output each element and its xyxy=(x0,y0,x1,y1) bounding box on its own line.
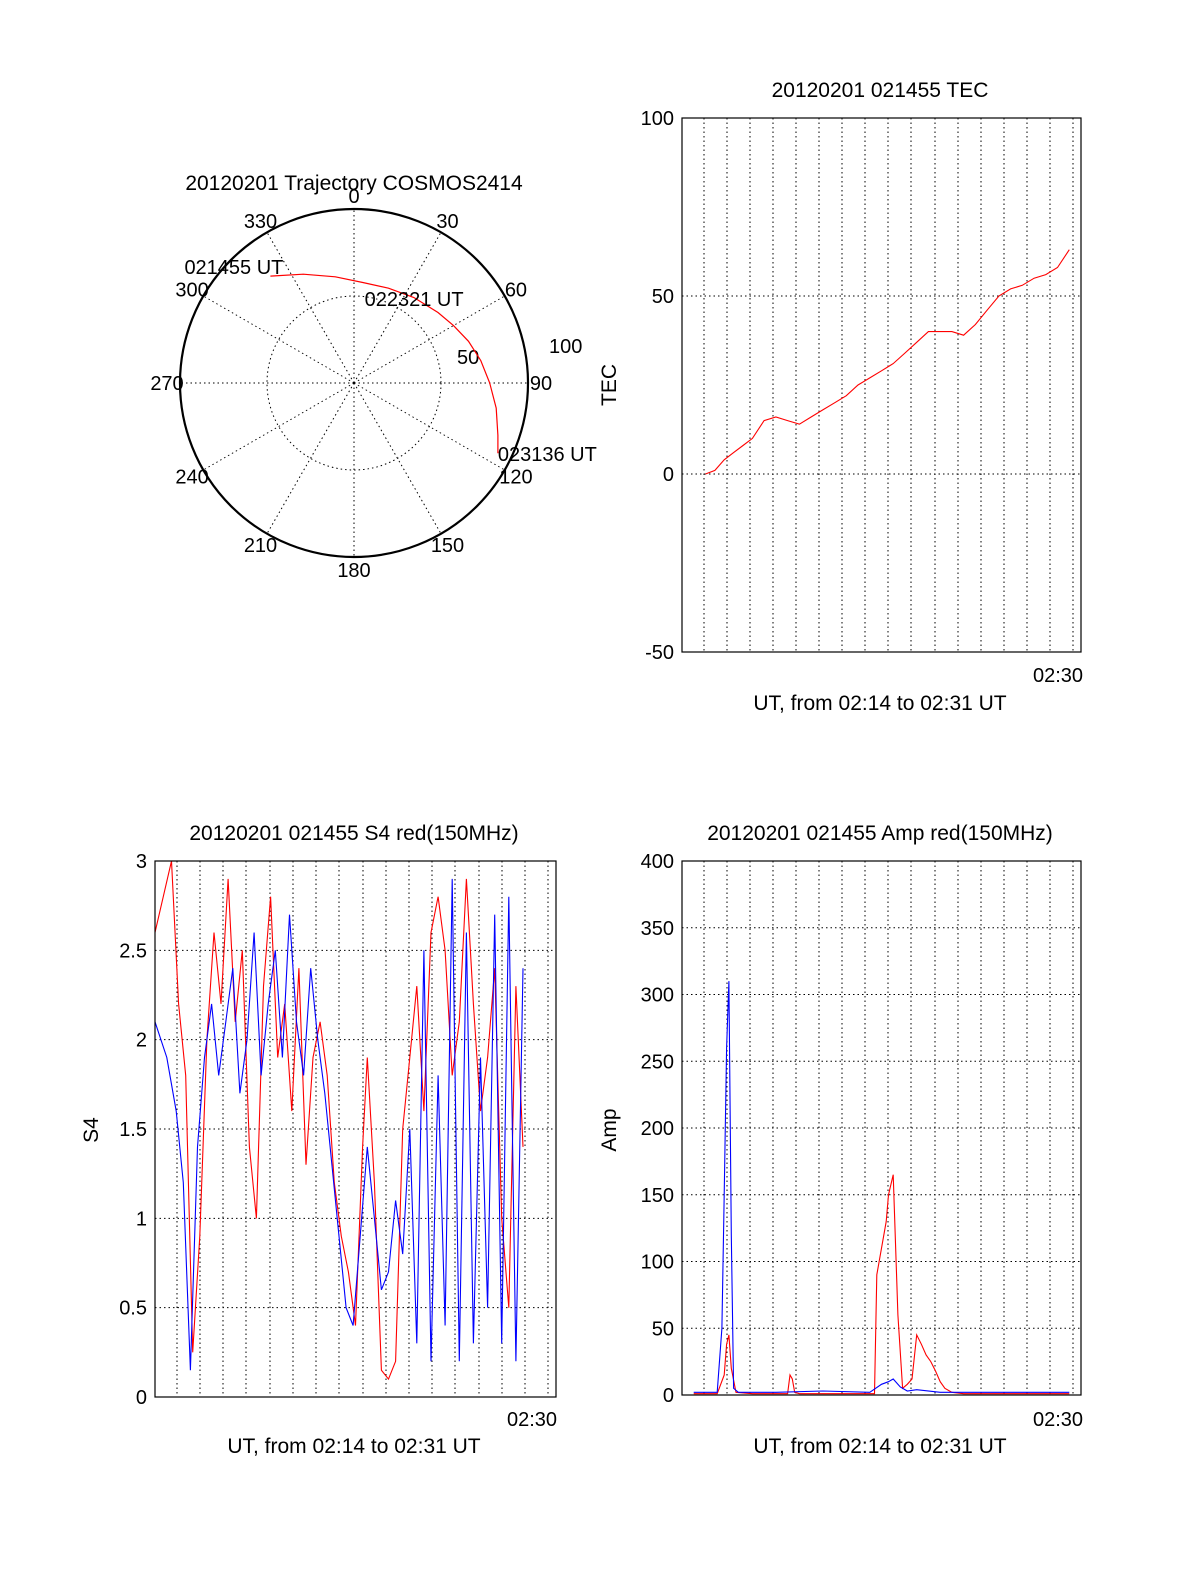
polar-angle-tick: 60 xyxy=(505,280,527,302)
polar-spoke xyxy=(353,382,505,471)
s4-series-1 xyxy=(154,878,524,1371)
s4-series xyxy=(154,860,524,1381)
tec-title: 20120201 021455 TEC xyxy=(772,79,989,102)
amp-plot: 20120201 021455 Amp red(150MHz) 0 50 100 15… xyxy=(598,822,1083,1458)
polar-spoke xyxy=(266,232,355,384)
s4-y-tick: 0.5 xyxy=(119,1298,147,1320)
s4-series-0 xyxy=(154,860,524,1381)
polar-angle-tick: 150 xyxy=(431,535,464,557)
amp-y-tick: 250 xyxy=(641,1051,674,1073)
s4-y-tick: 3 xyxy=(136,851,147,873)
tec-y-tick: 0 xyxy=(663,464,674,486)
tec-y-tick: 100 xyxy=(641,108,674,130)
amp-axes-frame xyxy=(681,860,1082,1396)
amp-series xyxy=(693,981,1070,1395)
polar-outer-ring xyxy=(178,207,530,559)
polar-angle-tick: 180 xyxy=(337,560,370,582)
trajectory-start-annotation: 021455 UT xyxy=(184,257,283,279)
polar-radial-tick: 100 xyxy=(549,336,582,358)
s4-y-tick: 0 xyxy=(136,1387,147,1409)
polar-spoke xyxy=(266,382,355,534)
polar-angle-tick: 240 xyxy=(175,467,208,489)
s4-x-tick: 02:30 xyxy=(507,1409,557,1431)
s4-axes-frame xyxy=(154,860,557,1398)
amp-y-tick: 50 xyxy=(652,1318,674,1340)
tec-y-tick: 50 xyxy=(652,286,674,308)
tec-series xyxy=(705,249,1070,475)
s4-y-tick: 1 xyxy=(136,1208,147,1230)
trajectory-title: 20120201 Trajectory COSMOS2414 xyxy=(185,172,523,195)
polar-angle-labels: 0 30 60 90 120 150 180 210 240 270 300 330 xyxy=(150,186,552,582)
polar-angle-tick: 30 xyxy=(436,211,458,233)
tec-y-tick: -50 xyxy=(645,642,674,664)
polar-angle-tick: 300 xyxy=(175,280,208,302)
polar-angle-tick: 210 xyxy=(244,535,277,557)
polar-spoke xyxy=(353,382,442,534)
polar-angle-tick: 0 xyxy=(348,186,359,208)
amp-y-tick: 350 xyxy=(641,918,674,940)
amp-series-0 xyxy=(693,1174,1070,1395)
s4-y-ticks: 0 0.5 1 1.5 2 2.5 3 xyxy=(119,851,147,1409)
amp-y-tick: 150 xyxy=(641,1185,674,1207)
s4-y-tick: 1.5 xyxy=(119,1119,147,1141)
tec-x-label: UT, from 02:14 to 02:31 UT xyxy=(753,692,1006,715)
s4-plot: 20120201 021455 S4 red(150MHz) 0 0.5 1 1.5 2… xyxy=(80,822,557,1458)
amp-x-label: UT, from 02:14 to 02:31 UT xyxy=(753,1435,1006,1458)
amp-title: 20120201 021455 Amp red(150MHz) xyxy=(707,822,1053,845)
trajectory-mid-annotation: 022321 UT xyxy=(365,289,464,311)
tec-y-label: TEC xyxy=(598,364,621,406)
polar-spoke xyxy=(353,295,505,384)
polar-spoke xyxy=(353,232,442,384)
tec-grid xyxy=(682,118,1081,652)
tec-y-ticks: -50 0 50 100 xyxy=(641,108,674,664)
tec-axes-frame xyxy=(681,117,1082,653)
polar-angle-tick: 90 xyxy=(530,373,552,395)
polar-angle-tick: 330 xyxy=(244,211,277,233)
s4-y-tick: 2 xyxy=(136,1030,147,1052)
amp-y-tick: 300 xyxy=(641,985,674,1007)
polar-angle-tick: 270 xyxy=(150,373,183,395)
polar-spoke xyxy=(203,382,355,471)
polar-angle-tick: 120 xyxy=(499,467,532,489)
amp-y-tick: 0 xyxy=(663,1385,674,1407)
polar-spoke xyxy=(203,295,355,384)
amp-y-label: Amp xyxy=(598,1108,621,1151)
trajectory-end-annotation: 023136 UT xyxy=(498,444,597,466)
amp-series-1 xyxy=(693,981,1070,1393)
s4-x-label: UT, from 02:14 to 02:31 UT xyxy=(227,1435,480,1458)
tec-series-0 xyxy=(705,249,1070,475)
s4-y-label: S4 xyxy=(80,1117,103,1143)
amp-y-tick: 200 xyxy=(641,1118,674,1140)
trajectory-line xyxy=(270,273,499,454)
amp-y-ticks: 0 50 100 150 200 250 300 350 400 xyxy=(641,851,674,1407)
amp-y-tick: 100 xyxy=(641,1252,674,1274)
amp-grid xyxy=(682,861,1081,1395)
amp-x-tick: 02:30 xyxy=(1033,1409,1083,1431)
polar-grid xyxy=(180,209,528,557)
tec-x-tick: 02:30 xyxy=(1033,665,1083,687)
trajectory-polar-plot: 20120201 Trajectory COSMOS2414 0 30 60 90 12… xyxy=(150,172,597,582)
polar-radial-tick: 50 xyxy=(457,347,479,369)
s4-title: 20120201 021455 S4 red(150MHz) xyxy=(189,822,518,845)
s4-y-tick: 2.5 xyxy=(119,940,147,962)
amp-y-tick: 400 xyxy=(641,851,674,873)
